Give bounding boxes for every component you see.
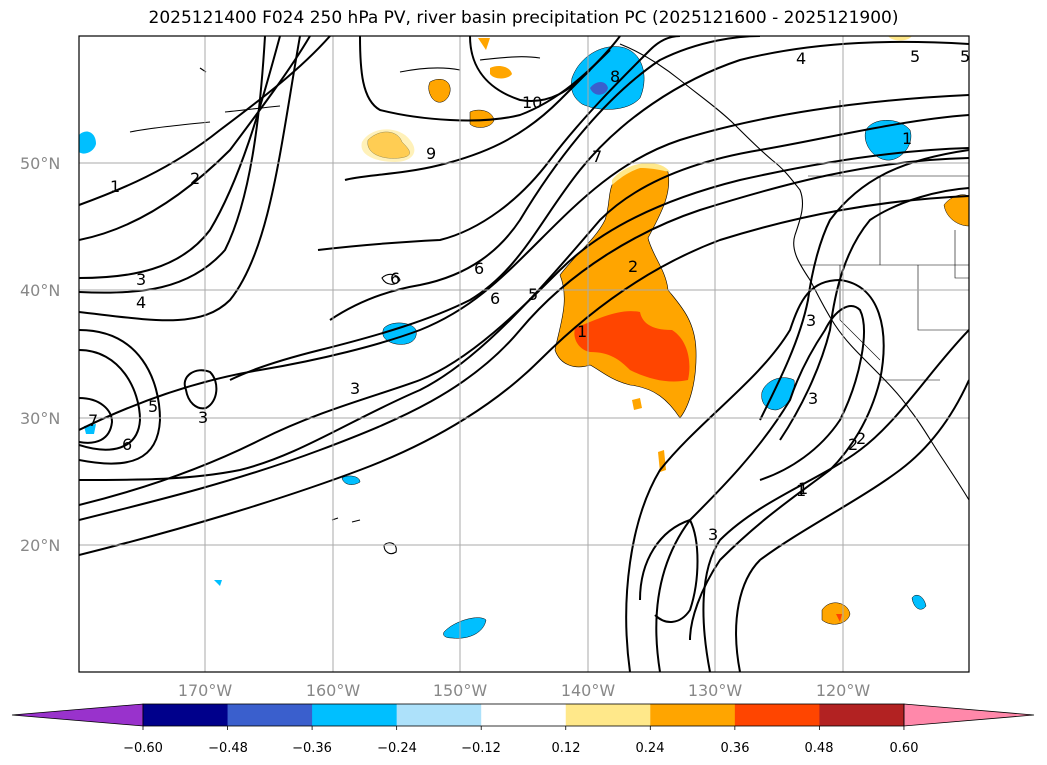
contour-label: 3 [198, 408, 208, 427]
contour-label: 9 [426, 144, 436, 163]
lon-label-170w: 170°W [178, 681, 233, 700]
colorbar-outline [142, 703, 905, 727]
colorbar-segment [734, 704, 820, 726]
colorbar-tick-label: 0.36 [721, 741, 750, 756]
colorbar [11, 703, 1035, 730]
contour-label: 1 [577, 322, 587, 341]
lon-label-130w: 130°W [688, 681, 743, 700]
map-background [79, 36, 969, 672]
contour-label: 1 [902, 129, 912, 148]
coastlines [129, 43, 969, 555]
colorbar-tick-label: 0.60 [890, 741, 919, 756]
contour-label: 7 [592, 147, 602, 166]
map-title: 2025121400 F024 250 hPa PV, river basin … [148, 8, 899, 28]
political-borders [800, 100, 969, 381]
colorbar-segment [11, 703, 144, 727]
contour-label: 5 [528, 285, 538, 304]
lat-label-40n: 40°N [20, 281, 60, 300]
map-frame [78, 35, 970, 673]
contour-label: 7 [88, 411, 98, 430]
contour-label: 6 [490, 289, 500, 308]
lon-label-120w: 120°W [816, 681, 871, 700]
contour-label: 2 [856, 429, 866, 448]
colorbar-segment [227, 704, 313, 726]
contour-label: 3 [708, 525, 718, 544]
strong-anomaly-core [574, 311, 690, 382]
contour-label: 3 [136, 270, 146, 289]
contour-label: 4 [136, 293, 146, 312]
negative-anomaly-region [571, 46, 645, 110]
lat-label-30n: 30°N [20, 409, 60, 428]
colorbar-tick-label: −0.12 [461, 741, 501, 756]
longitude-labels: 170°W 160°W 150°W 140°W 130°W 120°W [178, 681, 871, 700]
colorbar-tick-label: 0.48 [805, 741, 834, 756]
colorbar-tick-label: −0.36 [292, 741, 332, 756]
colorbar-segment [143, 704, 229, 726]
colorbar-segment [819, 704, 905, 726]
contour-label: 6 [474, 259, 484, 278]
colorbar-tick-label: −0.60 [123, 741, 163, 756]
colorbar-tick-label: −0.24 [377, 741, 417, 756]
contour-label: 5 [910, 47, 920, 66]
contour-label: 1 [798, 479, 808, 498]
contour-label: 3 [808, 389, 818, 408]
contour-label: 4 [796, 49, 806, 68]
colorbar-segment [650, 704, 736, 726]
colorbar-segment [312, 704, 398, 726]
contour-label: 2 [848, 435, 858, 454]
lon-label-140w: 140°W [561, 681, 616, 700]
colorbar-segment [565, 704, 651, 726]
gridlines [79, 36, 969, 672]
colorbar-segment [903, 703, 1035, 727]
contour-label: 1 [796, 481, 806, 500]
contour-label: 5 [148, 397, 158, 416]
north-america-coast [619, 43, 969, 501]
colorbar-tick-label: 0.12 [552, 741, 581, 756]
precip-shading [79, 36, 969, 639]
latitude-labels: 50°N 40°N 30°N 20°N [20, 154, 60, 555]
contour-label: 10 [522, 93, 542, 112]
colorbar-tick-label: 0.24 [636, 741, 665, 756]
contour-label: 3 [350, 379, 360, 398]
lon-label-160w: 160°W [306, 681, 361, 700]
contour-label: 2 [628, 257, 638, 276]
map-content: 1 2 3 4 1 2 3 5 6 3 7 6 5 9 10 8 7 6 5 2… [79, 36, 970, 672]
colorbar-tick-labels: −0.60 −0.48 −0.36 −0.24 −0.12 0.12 0.24 … [123, 741, 918, 756]
lat-label-20n: 20°N [20, 536, 60, 555]
colorbar-segment [481, 704, 567, 726]
contour-label: 3 [806, 311, 816, 330]
pv-contours [79, 36, 969, 672]
colorbar-tick-label: −0.48 [208, 741, 248, 756]
contour-label: 5 [960, 47, 970, 66]
contour-label: 8 [610, 67, 620, 86]
contour-label: 6 [122, 435, 132, 454]
lon-label-150w: 150°W [433, 681, 488, 700]
contour-label: 2 [190, 169, 200, 188]
lat-label-50n: 50°N [20, 154, 60, 173]
contour-label: 6 [390, 269, 400, 288]
contour-labels: 1 2 3 4 1 2 3 5 6 3 7 6 5 9 10 8 7 6 5 2… [88, 47, 970, 544]
contour-label: 1 [110, 177, 120, 196]
colorbar-segment [396, 704, 482, 726]
